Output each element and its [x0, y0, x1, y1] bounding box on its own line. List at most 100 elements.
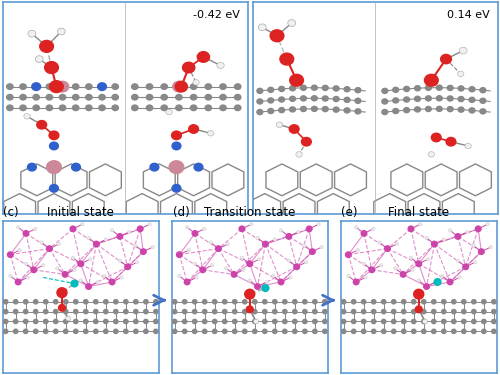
Circle shape: [73, 268, 76, 272]
Circle shape: [114, 320, 118, 324]
Circle shape: [56, 81, 68, 92]
Circle shape: [280, 53, 293, 65]
Circle shape: [84, 300, 88, 304]
Circle shape: [300, 85, 306, 90]
Circle shape: [20, 94, 26, 100]
Circle shape: [312, 96, 318, 101]
Circle shape: [172, 320, 177, 324]
Circle shape: [194, 164, 203, 171]
Circle shape: [492, 320, 496, 324]
Circle shape: [422, 319, 428, 324]
Circle shape: [302, 309, 307, 314]
Circle shape: [112, 84, 118, 89]
Circle shape: [458, 71, 464, 76]
Circle shape: [136, 261, 139, 264]
Circle shape: [482, 309, 486, 314]
Circle shape: [226, 242, 230, 246]
Circle shape: [393, 98, 398, 103]
Text: (d): (d): [172, 206, 190, 219]
Circle shape: [402, 309, 406, 314]
Circle shape: [289, 125, 299, 133]
Circle shape: [94, 241, 99, 247]
Circle shape: [257, 99, 263, 104]
Circle shape: [202, 309, 207, 314]
Circle shape: [72, 105, 79, 111]
Circle shape: [114, 300, 118, 304]
Circle shape: [292, 320, 297, 324]
Circle shape: [436, 106, 442, 111]
Circle shape: [16, 279, 21, 285]
Text: (e): (e): [342, 206, 358, 219]
Circle shape: [34, 320, 38, 324]
Circle shape: [432, 309, 436, 314]
Circle shape: [184, 279, 190, 285]
Circle shape: [86, 84, 92, 89]
Circle shape: [322, 309, 327, 314]
Circle shape: [18, 248, 22, 252]
Circle shape: [255, 284, 260, 289]
Circle shape: [446, 138, 456, 146]
Circle shape: [480, 109, 486, 114]
Circle shape: [320, 245, 324, 249]
Circle shape: [364, 276, 368, 279]
Circle shape: [220, 84, 226, 89]
Circle shape: [257, 110, 263, 115]
Circle shape: [322, 96, 328, 101]
Circle shape: [62, 272, 68, 277]
Circle shape: [489, 245, 492, 249]
Circle shape: [278, 108, 284, 112]
Circle shape: [448, 229, 452, 232]
Circle shape: [270, 30, 284, 42]
Circle shape: [344, 108, 350, 113]
Circle shape: [242, 329, 247, 333]
Circle shape: [272, 329, 277, 333]
Circle shape: [84, 309, 88, 314]
Circle shape: [322, 329, 327, 333]
Circle shape: [440, 274, 444, 278]
Circle shape: [462, 329, 466, 333]
Circle shape: [172, 142, 181, 150]
Circle shape: [173, 81, 185, 92]
Circle shape: [84, 329, 88, 333]
Circle shape: [472, 329, 476, 333]
Circle shape: [32, 83, 40, 90]
Circle shape: [447, 86, 453, 90]
Circle shape: [262, 309, 267, 314]
Circle shape: [296, 152, 302, 157]
Circle shape: [134, 309, 138, 314]
Circle shape: [294, 264, 300, 270]
Circle shape: [342, 300, 346, 304]
Circle shape: [242, 300, 247, 304]
Circle shape: [246, 306, 253, 313]
Circle shape: [109, 279, 115, 285]
Circle shape: [80, 223, 84, 226]
Circle shape: [426, 106, 432, 111]
Circle shape: [232, 272, 237, 277]
Circle shape: [242, 309, 247, 314]
Circle shape: [87, 236, 90, 240]
Circle shape: [151, 245, 154, 249]
Circle shape: [34, 227, 37, 231]
Circle shape: [432, 329, 436, 333]
Circle shape: [278, 97, 284, 102]
Circle shape: [84, 320, 88, 324]
Circle shape: [282, 309, 287, 314]
Circle shape: [404, 86, 409, 92]
Circle shape: [117, 234, 122, 239]
Circle shape: [400, 272, 406, 277]
Circle shape: [469, 87, 475, 92]
Circle shape: [98, 83, 106, 90]
Circle shape: [354, 279, 359, 285]
Circle shape: [480, 88, 486, 93]
Circle shape: [392, 320, 396, 324]
Circle shape: [24, 329, 28, 333]
Circle shape: [394, 267, 397, 270]
Circle shape: [382, 320, 386, 324]
Circle shape: [278, 86, 284, 92]
Circle shape: [150, 164, 159, 171]
Circle shape: [474, 261, 477, 264]
Circle shape: [60, 94, 66, 100]
Circle shape: [472, 300, 476, 304]
Circle shape: [134, 320, 138, 324]
Circle shape: [452, 309, 456, 314]
